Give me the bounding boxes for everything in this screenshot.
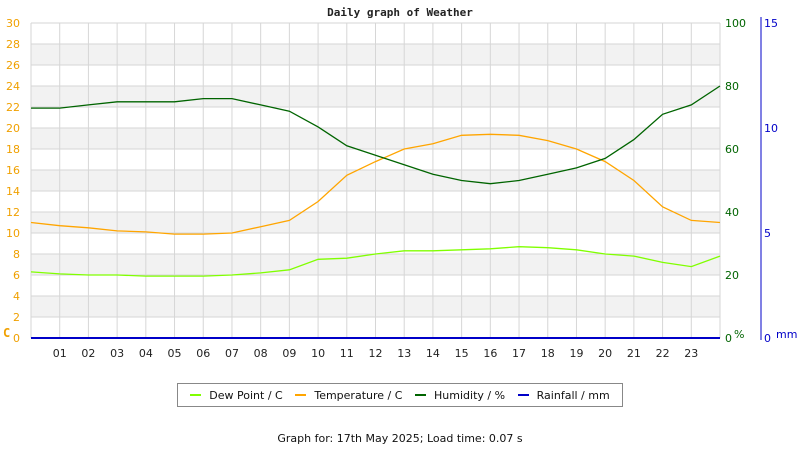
chart-title: Daily graph of Weather: [327, 6, 473, 19]
svg-text:24: 24: [6, 80, 20, 93]
svg-text:60: 60: [725, 143, 739, 156]
svg-text:0: 0: [725, 332, 732, 345]
dew-point-swatch: [190, 394, 202, 396]
svg-text:C: C: [3, 326, 10, 340]
svg-text:09: 09: [282, 347, 296, 360]
svg-text:22: 22: [6, 101, 20, 114]
svg-text:mm: mm: [776, 328, 797, 341]
svg-text:10: 10: [764, 122, 778, 135]
svg-text:20: 20: [6, 122, 20, 135]
svg-text:11: 11: [340, 347, 354, 360]
svg-text:18: 18: [6, 143, 20, 156]
svg-text:14: 14: [426, 347, 440, 360]
svg-text:%: %: [734, 328, 744, 341]
data-series: [30, 85, 721, 339]
svg-text:19: 19: [569, 347, 583, 360]
svg-text:01: 01: [53, 347, 67, 360]
svg-text:10: 10: [6, 227, 20, 240]
svg-text:14: 14: [6, 185, 20, 198]
svg-text:13: 13: [397, 347, 411, 360]
svg-text:2: 2: [13, 311, 20, 324]
legend-item-dew-point: Dew Point / C: [190, 388, 283, 402]
svg-text:08: 08: [254, 347, 268, 360]
svg-text:0: 0: [764, 332, 771, 345]
svg-text:16: 16: [483, 347, 497, 360]
svg-text:21: 21: [627, 347, 641, 360]
humidity-swatch: [415, 394, 427, 396]
svg-text:4: 4: [13, 290, 20, 303]
footer-status: Graph for: 17th May 2025; Load time: 0.0…: [277, 432, 523, 445]
svg-text:20: 20: [725, 269, 739, 282]
legend-label: Temperature / C: [314, 388, 403, 402]
svg-text:16: 16: [6, 164, 20, 177]
svg-text:10: 10: [311, 347, 325, 360]
svg-text:07: 07: [225, 347, 239, 360]
svg-text:02: 02: [81, 347, 95, 360]
legend-label: Dew Point / C: [209, 388, 283, 402]
legend-item-rainfall: Rainfall / mm: [517, 388, 610, 402]
svg-text:23: 23: [684, 347, 698, 360]
svg-text:22: 22: [656, 347, 670, 360]
svg-text:30: 30: [6, 17, 20, 30]
legend-item-humidity: Humidity / %: [415, 389, 505, 402]
svg-text:26: 26: [6, 59, 20, 72]
legend-label: Rainfall / mm: [536, 388, 610, 402]
svg-text:0: 0: [13, 332, 20, 345]
svg-text:12: 12: [369, 347, 383, 360]
temperature-swatch: [295, 394, 307, 396]
svg-text:100: 100: [725, 17, 746, 30]
svg-text:17: 17: [512, 347, 526, 360]
svg-text:05: 05: [168, 347, 182, 360]
svg-text:20: 20: [598, 347, 612, 360]
svg-text:8: 8: [13, 248, 20, 261]
svg-text:6: 6: [13, 269, 20, 282]
svg-text:40: 40: [725, 206, 739, 219]
legend-item-temperature: Temperature / C: [295, 389, 402, 402]
svg-text:03: 03: [110, 347, 124, 360]
svg-text:5: 5: [764, 227, 771, 240]
svg-text:12: 12: [6, 206, 20, 219]
svg-text:06: 06: [196, 347, 210, 360]
svg-text:04: 04: [139, 347, 153, 360]
legend: Dew Point / C Temperature / C Humidity /…: [177, 383, 623, 407]
rainfall-swatch: [517, 394, 529, 396]
svg-text:28: 28: [6, 38, 20, 51]
svg-text:15: 15: [455, 347, 469, 360]
svg-text:15: 15: [764, 17, 778, 30]
svg-text:80: 80: [725, 80, 739, 93]
legend-label: Humidity / %: [434, 388, 506, 402]
svg-text:18: 18: [541, 347, 555, 360]
